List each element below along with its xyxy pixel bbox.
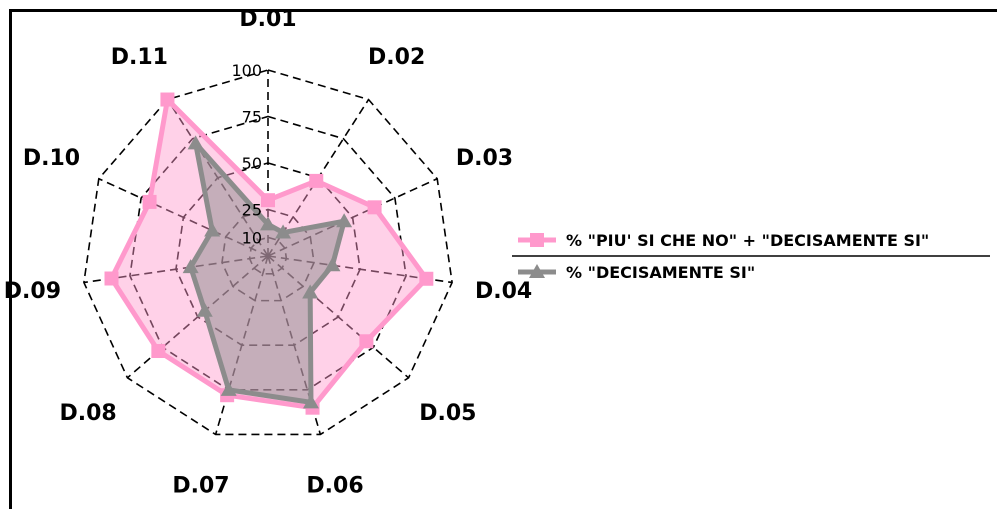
series-1-point-D.03 — [367, 200, 382, 215]
series-2-point-D.05 — [302, 284, 319, 299]
tick-label-25: 25 — [242, 201, 262, 220]
series-1-point-D.09 — [104, 271, 119, 286]
category-label-D.01: D.01 — [239, 7, 296, 32]
series-2-point-D.07 — [220, 381, 237, 396]
series-2-point-D.11 — [187, 135, 204, 150]
legend: % "PIU' SI CHE NO" + "DECISAMENTE SI" % "… — [512, 231, 990, 282]
series-2-point-D.10 — [204, 222, 221, 237]
legend-marker-triangle — [529, 264, 545, 278]
radar-chart: D.01 D.02 D.03 D.04 D.05 D.06 D.07 D.08 D.09 D.10… — [4, 7, 990, 495]
category-label-D.04: D.04 — [475, 279, 532, 304]
legend-marker-square — [530, 233, 544, 247]
series-2-point-D.02 — [275, 224, 292, 239]
series-2-point-D.06 — [302, 394, 319, 409]
tick-label-75: 75 — [242, 108, 262, 127]
series-1-point-D.11 — [160, 92, 175, 107]
legend-label-2: % "DECISAMENTE SI" — [566, 263, 755, 282]
series-2-point-D.09 — [182, 259, 199, 274]
series-2 — [182, 135, 353, 409]
series-1-point-D.04 — [419, 271, 434, 286]
series-2-point-D.03 — [336, 213, 353, 228]
category-label-D.07: D.07 — [172, 473, 229, 495]
category-label-D.06: D.06 — [306, 473, 363, 495]
category-label-D.08: D.08 — [60, 401, 117, 426]
category-label-D.11: D.11 — [111, 45, 168, 70]
series-1-point-D.01 — [261, 193, 275, 208]
series-2-area — [190, 143, 345, 403]
category-labels: D.01 D.02 D.03 D.04 D.05 D.06 D.07 D.08 D.09 D.10… — [4, 7, 532, 495]
series-2-point-D.01 — [260, 216, 276, 231]
legend-label-1: % "PIU' SI CHE NO" + "DECISAMENTE SI" — [566, 231, 929, 250]
series-1-point-D.08 — [151, 344, 166, 359]
series-1-point-D.02 — [309, 173, 324, 188]
chart-frame — [9, 9, 997, 509]
category-label-D.05: D.05 — [419, 401, 476, 426]
tick-label-10: 10 — [242, 228, 262, 247]
tick-label-50: 50 — [242, 154, 262, 173]
series-1-point-D.10 — [142, 194, 157, 209]
category-label-D.02: D.02 — [368, 45, 425, 70]
radial-tick-labels: 10 25 50 75 100 — [231, 61, 262, 247]
series-1-point-D.05 — [359, 334, 374, 349]
grid-ring-100 — [83, 69, 453, 436]
category-label-D.10: D.10 — [23, 146, 80, 171]
series-2-line — [188, 140, 347, 405]
radar-series — [104, 92, 434, 415]
tick-label-100: 100 — [231, 61, 262, 80]
category-label-D.09: D.09 — [4, 279, 61, 304]
series-1-line — [109, 97, 429, 411]
series-2-point-D.08 — [196, 302, 213, 317]
category-label-D.03: D.03 — [456, 146, 513, 171]
series-2-point-D.04 — [324, 257, 341, 272]
